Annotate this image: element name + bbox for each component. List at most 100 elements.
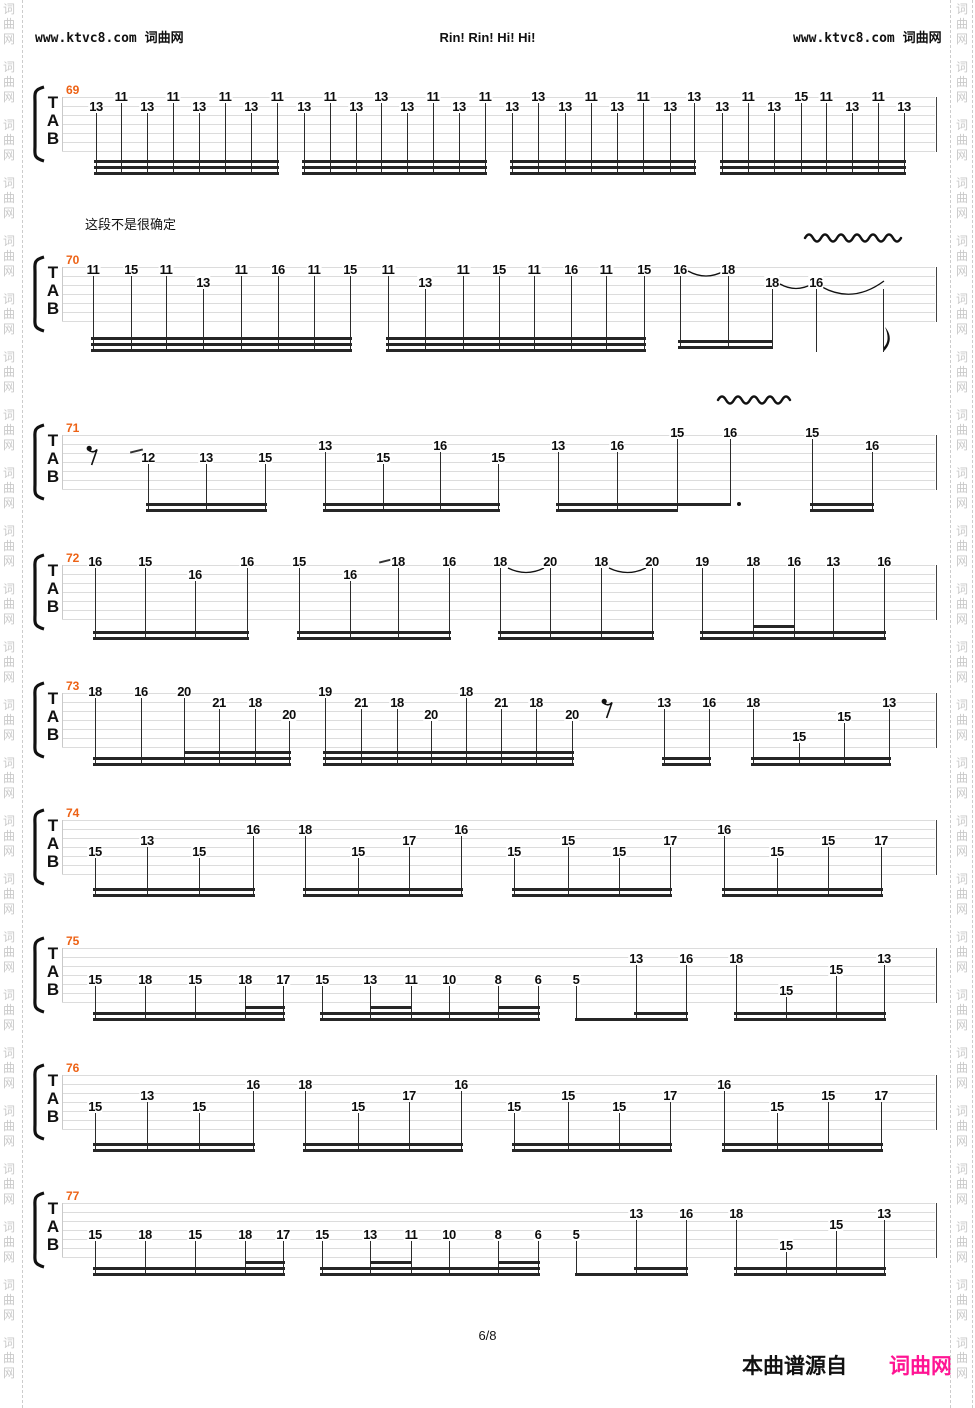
note-stem [709,708,710,766]
stave-end-barline [936,267,937,322]
fret-number: 17 [662,833,678,848]
fret-number: 20 [423,707,439,722]
margin-watermark-char: 网 [3,1308,16,1322]
note-stem [358,857,359,897]
source-text: 本曲谱源自 [742,1355,847,1378]
beam [93,637,249,640]
fret-number: 11 [322,89,338,104]
fret-number: 5 [571,972,581,987]
note-stem [253,1090,254,1152]
beam [700,637,886,640]
staff-line [62,1212,935,1213]
margin-watermark-char: 词 [956,408,969,422]
beam [575,1018,688,1021]
note-stem [884,567,885,640]
fret-number: 15 [314,1227,330,1242]
staff-line [62,312,935,313]
beam [303,894,463,897]
margin-watermark-char: 曲 [956,133,969,147]
margin-watermark-char: 曲 [956,829,969,843]
fret-number: 17 [873,1088,889,1103]
fret-number: 18 [297,822,313,837]
note-stem [147,112,148,175]
tab-clef-letter: T [47,263,59,282]
margin-watermark-char: 词 [956,1278,969,1292]
margin-watermark-char: 网 [3,438,16,452]
staff-line [62,1203,935,1204]
note-stem [173,102,174,175]
fret-number: 16 [716,1077,732,1092]
note-stem [591,102,592,175]
source-site-link[interactable]: 词曲网 [889,1355,952,1378]
fret-number: 15 [611,1099,627,1114]
staff-line [62,574,935,575]
note-stem [95,857,96,897]
tab-clef-letter: B [46,980,60,999]
stave-end-barline [936,1075,937,1130]
fret-number: 15 [560,833,576,848]
beam [323,757,574,760]
note-stem [253,835,254,897]
margin-watermark-char: 词 [3,930,16,944]
fret-number: 16 [239,554,255,569]
fret-number: 15 [491,262,507,277]
beam [320,1012,540,1015]
margin-watermark-char: 网 [956,1192,969,1206]
tab-clef-letter: T [47,93,59,112]
staff-line [62,693,935,694]
tab-clef-letter: A [46,962,60,981]
beam [93,631,249,634]
margin-watermark-char: 词 [956,1162,969,1176]
margin-watermark-char: 网 [956,322,969,336]
margin-watermark-char: 词 [956,988,969,1002]
note-stem [534,275,535,352]
beam [720,166,906,169]
margin-watermark-char: 词 [3,872,16,886]
beam [720,172,906,175]
beam [810,509,874,512]
tab-clef-letter: B [46,1107,60,1126]
beam [245,1261,285,1264]
margin-watermark-char: 词 [3,524,16,538]
fret-number: 11 [306,262,322,277]
note-stem [147,1101,148,1152]
fret-number: 13 [348,99,364,114]
tab-clef-letter: A [46,281,60,300]
note-stem [777,1112,778,1152]
margin-watermark-char: 词 [3,640,16,654]
note-stem [381,102,382,175]
tab-clef-letter: T [47,431,59,450]
measure-number: 70 [66,253,80,267]
tab-clef-letter: B [46,129,60,148]
margin-watermark-char: 网 [3,670,16,684]
note-stem [449,985,450,1021]
beam [722,1143,883,1146]
fret-number: 13 [504,99,520,114]
fret-number: 6 [533,1227,543,1242]
fret-number: 18 [728,951,744,966]
staff-line [62,97,935,98]
fret-number: 13 [662,99,678,114]
fret-number: 11 [526,262,542,277]
fret-number: 13 [876,951,892,966]
fret-number: 15 [836,709,852,724]
fret-number: 20 [176,684,192,699]
fret-number: 11 [818,89,834,104]
staff-line [62,294,935,295]
margin-watermark-char: 曲 [3,133,16,147]
fret-number: 15 [87,844,103,859]
fret-number: 15 [828,962,844,977]
vibrato-wavy-line [716,395,792,405]
fret-number: 15 [778,1238,794,1253]
note-stem [283,1240,284,1276]
note-stem [753,708,754,766]
beam [303,1149,463,1152]
fret-number: 13 [317,438,333,453]
fret-number: 18 [458,684,474,699]
note-stem [411,985,412,1021]
margin-watermark-char: 网 [3,554,16,568]
fret-number: 15 [828,1217,844,1232]
margin-watermark-char: 曲 [956,1177,969,1191]
staff-line [62,106,935,107]
fret-number: 19 [694,554,710,569]
